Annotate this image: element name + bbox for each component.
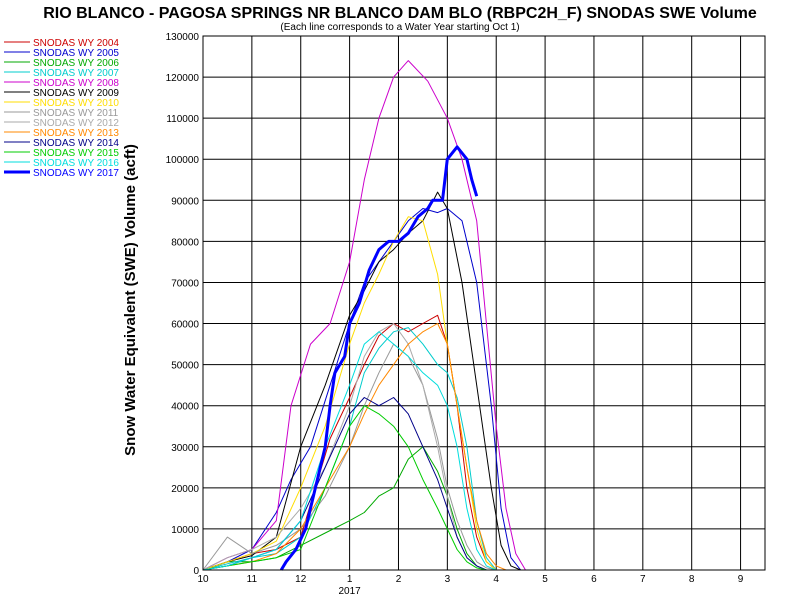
series-line-snodas-wy-2004 (202, 314, 506, 571)
chart-subtitle: (Each line corresponds to a Water Year s… (280, 22, 519, 33)
y-tick-label: 30000 (171, 443, 199, 454)
legend-label: SNODAS WY 2012 (33, 118, 119, 129)
x-tick-label: 9 (738, 574, 744, 585)
series-line-snodas-wy-2008 (202, 60, 526, 571)
y-tick-label: 80000 (171, 237, 199, 248)
plot-frame (202, 35, 766, 571)
y-tick-label: 20000 (171, 484, 199, 495)
x-tick-label: 2 (396, 574, 402, 585)
legend-label: SNODAS WY 2009 (33, 88, 119, 99)
y-tick-label: 70000 (171, 278, 199, 289)
x-tick-label: 3 (445, 574, 451, 585)
x-tick-label: 1 (347, 574, 353, 585)
legend-label: SNODAS WY 2004 (33, 38, 119, 49)
legend-label: SNODAS WY 2013 (33, 128, 119, 139)
x-tick-label: 6 (591, 574, 597, 585)
y-tick-label: 40000 (171, 402, 199, 413)
series-line-snodas-wy-2009 (202, 191, 521, 571)
y-tick-label: 100000 (166, 155, 200, 166)
legend-label: SNODAS WY 2017 (33, 168, 119, 179)
legend-label: SNODAS WY 2007 (33, 68, 119, 79)
legend-label: SNODAS WY 2014 (33, 138, 119, 149)
x-tick-label: 4 (493, 574, 499, 585)
y-tick-label: 120000 (166, 73, 200, 84)
series-line-snodas-wy-2013 (202, 323, 507, 571)
legend-label: SNODAS WY 2010 (33, 98, 119, 109)
legend-label: SNODAS WY 2005 (33, 48, 119, 59)
y-tick-label: 10000 (171, 525, 199, 536)
legend-label: SNODAS WY 2016 (33, 158, 119, 169)
x-tick-label: 7 (640, 574, 646, 585)
legend-label: SNODAS WY 2006 (33, 58, 119, 69)
chart-title: RIO BLANCO - PAGOSA SPRINGS NR BLANCO DA… (43, 5, 757, 22)
y-tick-label: 50000 (171, 361, 199, 372)
y-tick-label: 60000 (171, 320, 199, 331)
y-axis-label: Snow Water Equivalent (SWE) Volume (acft… (122, 144, 139, 456)
y-tick-label: 0 (193, 566, 199, 577)
series-line-snodas-wy-2017 (279, 145, 479, 571)
x-tick-label: 12 (295, 574, 307, 585)
x-year-label: 2017 (338, 586, 361, 597)
legend-label: SNODAS WY 2008 (33, 78, 119, 89)
y-tick-label: 110000 (166, 114, 199, 125)
series-line-snodas-wy-2005 (202, 208, 522, 571)
x-tick-label: 10 (197, 574, 209, 585)
legend-label: SNODAS WY 2011 (33, 108, 119, 119)
y-tick-label: 130000 (166, 32, 200, 43)
series-line-snodas-wy-2016 (202, 331, 497, 571)
x-tick-label: 5 (542, 574, 548, 585)
y-tick-label: 90000 (171, 196, 199, 207)
x-tick-label: 11 (247, 574, 258, 585)
series-line-snodas-wy-2015 (202, 405, 487, 571)
legend-label: SNODAS WY 2015 (33, 148, 119, 159)
x-tick-label: 8 (689, 574, 695, 585)
y-axis-ticks: 0 10000 20000 30000 40000 50000 60000 70000 8000… (166, 32, 200, 577)
series-lines (202, 60, 526, 571)
